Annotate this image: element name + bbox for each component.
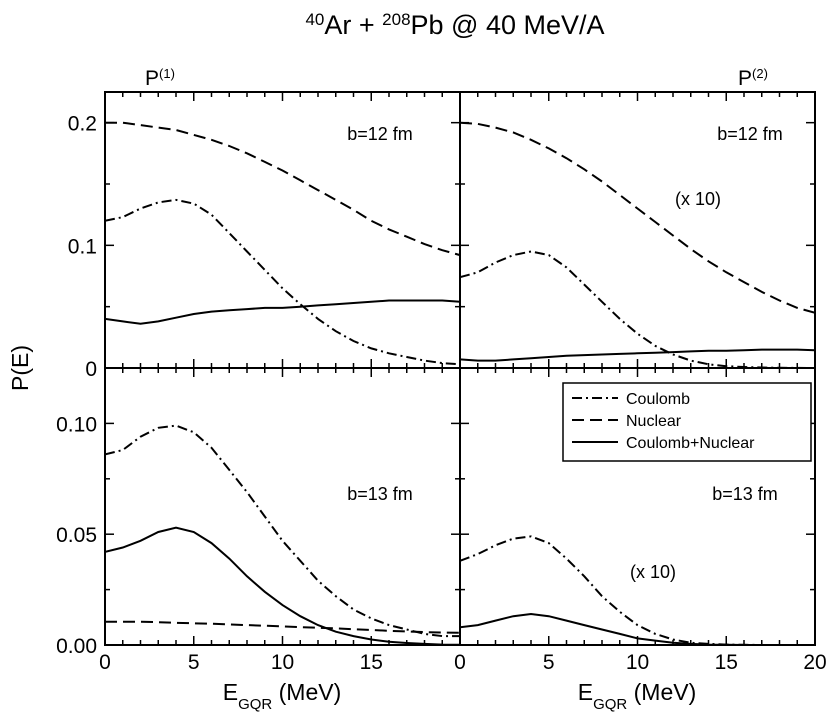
x-tick-label: 15: [360, 651, 383, 674]
y-axis-label: P(E): [7, 345, 33, 391]
y-tick-label: 0.00: [56, 635, 97, 658]
x-tick-label: 20: [803, 651, 826, 674]
x-tick-label: 10: [271, 651, 294, 674]
legend-label-coulomb: Coulomb: [626, 391, 690, 408]
chart-title: 40Ar + 208Pb @ 40 MeV/A: [305, 10, 604, 41]
y-tick-label: 0.1: [68, 235, 97, 258]
panel-bottom-left: 0 5 10 15 0.00 0.05 0.10 b=13 fm: [56, 367, 461, 674]
panel-top-right: b=12 fm (x 10): [459, 91, 816, 369]
column-label-p1-sup: (1): [159, 66, 175, 81]
title-pb: Pb @ 40 MeV/A: [411, 10, 605, 40]
x-axis-label-left: EGQR (MeV): [223, 679, 342, 713]
title-mass-number-pb: 208: [382, 10, 410, 29]
panel-frame: [104, 367, 461, 646]
column-label-p2: P(2): [738, 66, 768, 91]
series-line-coulomb-nuclear: [105, 526, 460, 645]
x-axis-label-right-rest: (MeV): [627, 679, 696, 705]
title-ar: Ar +: [324, 10, 382, 40]
x-tick-label: 0: [99, 651, 111, 674]
column-label-p2-base: P: [738, 67, 752, 90]
legend-box: [562, 382, 812, 462]
series-line-nuclear: [105, 620, 460, 634]
x-axis-label-right-sub: GQR: [593, 696, 627, 713]
x-tick-label: 0: [454, 651, 466, 674]
x-tick-label: 15: [715, 651, 738, 674]
series-line-coulomb: [460, 535, 815, 645]
series-line-nuclear: [460, 121, 815, 314]
x-axis-label-left-rest: (MeV): [272, 679, 341, 705]
y-tick-label: 0.2: [68, 113, 97, 136]
panel-annotation: b=13 fm: [347, 484, 413, 504]
x-axis-label-right: EGQR (MeV): [578, 679, 697, 713]
y-tick-label: 0.05: [56, 524, 97, 547]
legend-label-nuclear: Nuclear: [626, 413, 682, 430]
series-line-nuclear: [105, 121, 460, 257]
panel-annotation: b=12 fm: [347, 124, 413, 144]
x-tick-label: 5: [188, 651, 200, 674]
title-mass-number-ar: 40: [305, 10, 324, 29]
panels: 0 0.1 0.2 b=12 fm b=12 fm (x 10) 0 5 10 15 0.00 0.0…: [56, 91, 827, 674]
scale-note: (x 10): [675, 189, 721, 209]
series-line-coulomb-nuclear: [105, 299, 460, 325]
series-line-coulomb: [460, 250, 815, 368]
x-tick-label: 10: [626, 651, 649, 674]
series-line-coulomb: [105, 424, 460, 638]
column-label-p2-sup: (2): [752, 66, 768, 81]
column-label-p1-base: P: [145, 67, 159, 90]
scale-note: (x 10): [630, 562, 676, 582]
panel-bottom-right: 0 5 10 15 20 b=13 fm (x 10): [454, 367, 827, 674]
panel-top-left: 0 0.1 0.2 b=12 fm: [68, 91, 461, 381]
panel-annotation: b=13 fm: [712, 484, 778, 504]
x-axis-label-left-base: E: [223, 679, 238, 705]
x-axis-label-left-sub: GQR: [238, 696, 272, 713]
y-tick-label: 0.10: [56, 413, 97, 436]
y-tick-label: 0: [85, 358, 97, 381]
legend: Coulomb Nuclear Coulomb+Nuclear: [562, 382, 812, 462]
legend-label-coulomb-nuclear: Coulomb+Nuclear: [626, 435, 755, 452]
x-axis-label-right-base: E: [578, 679, 593, 705]
column-label-p1: P(1): [145, 66, 175, 91]
series-line-coulomb: [105, 198, 460, 366]
panel-annotation: b=12 fm: [717, 124, 783, 144]
series-line-coulomb-nuclear: [460, 348, 815, 362]
x-tick-label: 5: [543, 651, 555, 674]
